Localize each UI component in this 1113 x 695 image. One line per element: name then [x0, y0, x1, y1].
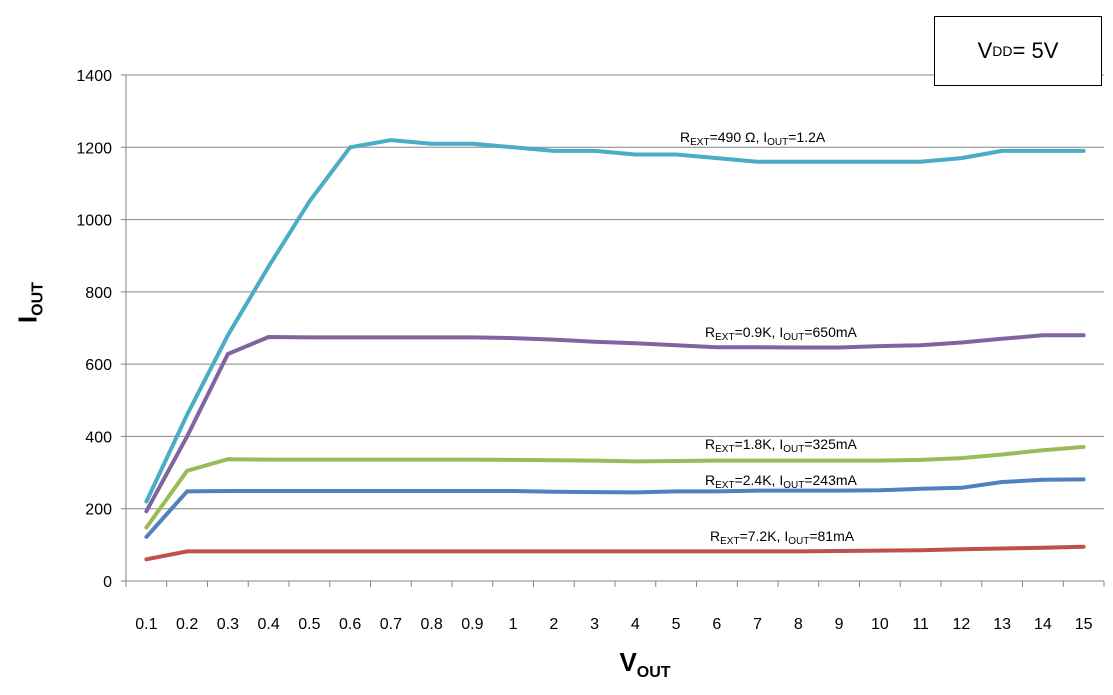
series-label-1: REXT=490 Ω, IOUT=1.2A	[680, 129, 826, 148]
vdd-subscript: DD	[992, 43, 1013, 59]
y-tick-label: 800	[85, 285, 112, 302]
series-line-5	[144, 544, 1086, 562]
x-tick-label: 0.6	[339, 616, 361, 633]
x-tick-label: 4	[631, 616, 640, 633]
y-axis-title-main: I	[12, 315, 43, 324]
x-tick-label: 0.2	[176, 616, 198, 633]
x-tick-label: 12	[952, 616, 970, 633]
x-tick-label: 13	[993, 616, 1011, 633]
x-axis-title: VOUT	[545, 647, 745, 682]
y-tick-label: 1000	[76, 213, 112, 230]
x-tick-label: 11	[912, 616, 929, 633]
x-tick-label: 0.3	[217, 616, 239, 633]
y-axis-title: IOUT	[12, 243, 47, 363]
x-tick-label: 9	[835, 616, 844, 633]
x-axis-title-main: V	[619, 647, 637, 677]
vdd-value: = 5V	[1012, 38, 1059, 63]
x-tick-label: 10	[871, 616, 889, 633]
x-tick-label: 6	[712, 616, 721, 633]
y-tick-label: 200	[85, 502, 112, 519]
y-tick-label: 0	[103, 574, 112, 591]
y-gridlines	[126, 74, 1104, 510]
vdd-symbol: V	[977, 38, 993, 63]
x-tick-label: 0.4	[258, 616, 280, 633]
x-tick-label: 0.1	[135, 616, 157, 633]
x-tick-label: 14	[1034, 616, 1052, 633]
series-line-4	[144, 477, 1086, 539]
x-tick-label: 8	[794, 616, 803, 633]
series-line-1	[144, 138, 1086, 504]
series-lines	[144, 138, 1086, 562]
x-tick-label: 1	[509, 616, 518, 633]
x-tick-label: 0.5	[298, 616, 320, 633]
chart-axes	[121, 74, 1105, 587]
series-line-3	[144, 444, 1086, 530]
series-label-2: REXT=0.9K, IOUT=650mA	[705, 324, 858, 343]
series-line-2	[144, 333, 1086, 514]
y-tick-label: 1400	[76, 68, 112, 85]
x-tick-label: 0.8	[421, 616, 443, 633]
series-label-4: REXT=2.4K, IOUT=243mA	[705, 472, 858, 491]
x-axis-title-sub: OUT	[636, 664, 671, 682]
x-tick-label: 5	[672, 616, 681, 633]
series-labels: REXT=490 Ω, IOUT=1.2A REXT=0.9K, IOUT=650…	[680, 129, 858, 547]
x-tick-label: 0.7	[380, 616, 402, 633]
x-tick-label: 3	[590, 616, 599, 633]
x-tick-labels: 0.1 0.2 0.3 0.4 0.5 0.6 0.7 0.8 0.9 1 2 3 4 5 6 7 8 9 10 11…	[135, 616, 1092, 633]
x-tick-label: 0.9	[461, 616, 483, 633]
y-tick-label: 1200	[76, 140, 112, 157]
y-tick-label: 600	[85, 357, 112, 374]
series-label-5: REXT=7.2K, IOUT=81mA	[710, 528, 855, 547]
x-tick-label: 15	[1075, 616, 1093, 633]
x-tick-label: 2	[549, 616, 558, 633]
vdd-annotation-box: V DD = 5V	[934, 16, 1102, 86]
y-tick-label: 400	[85, 429, 112, 446]
series-label-3: REXT=1.8K, IOUT=325mA	[705, 436, 858, 455]
x-tick-label: 7	[753, 616, 762, 633]
y-tick-labels: 0 200 400 600 800 1000 1200 1400	[76, 68, 112, 591]
y-axis-title-sub: OUT	[29, 282, 47, 316]
